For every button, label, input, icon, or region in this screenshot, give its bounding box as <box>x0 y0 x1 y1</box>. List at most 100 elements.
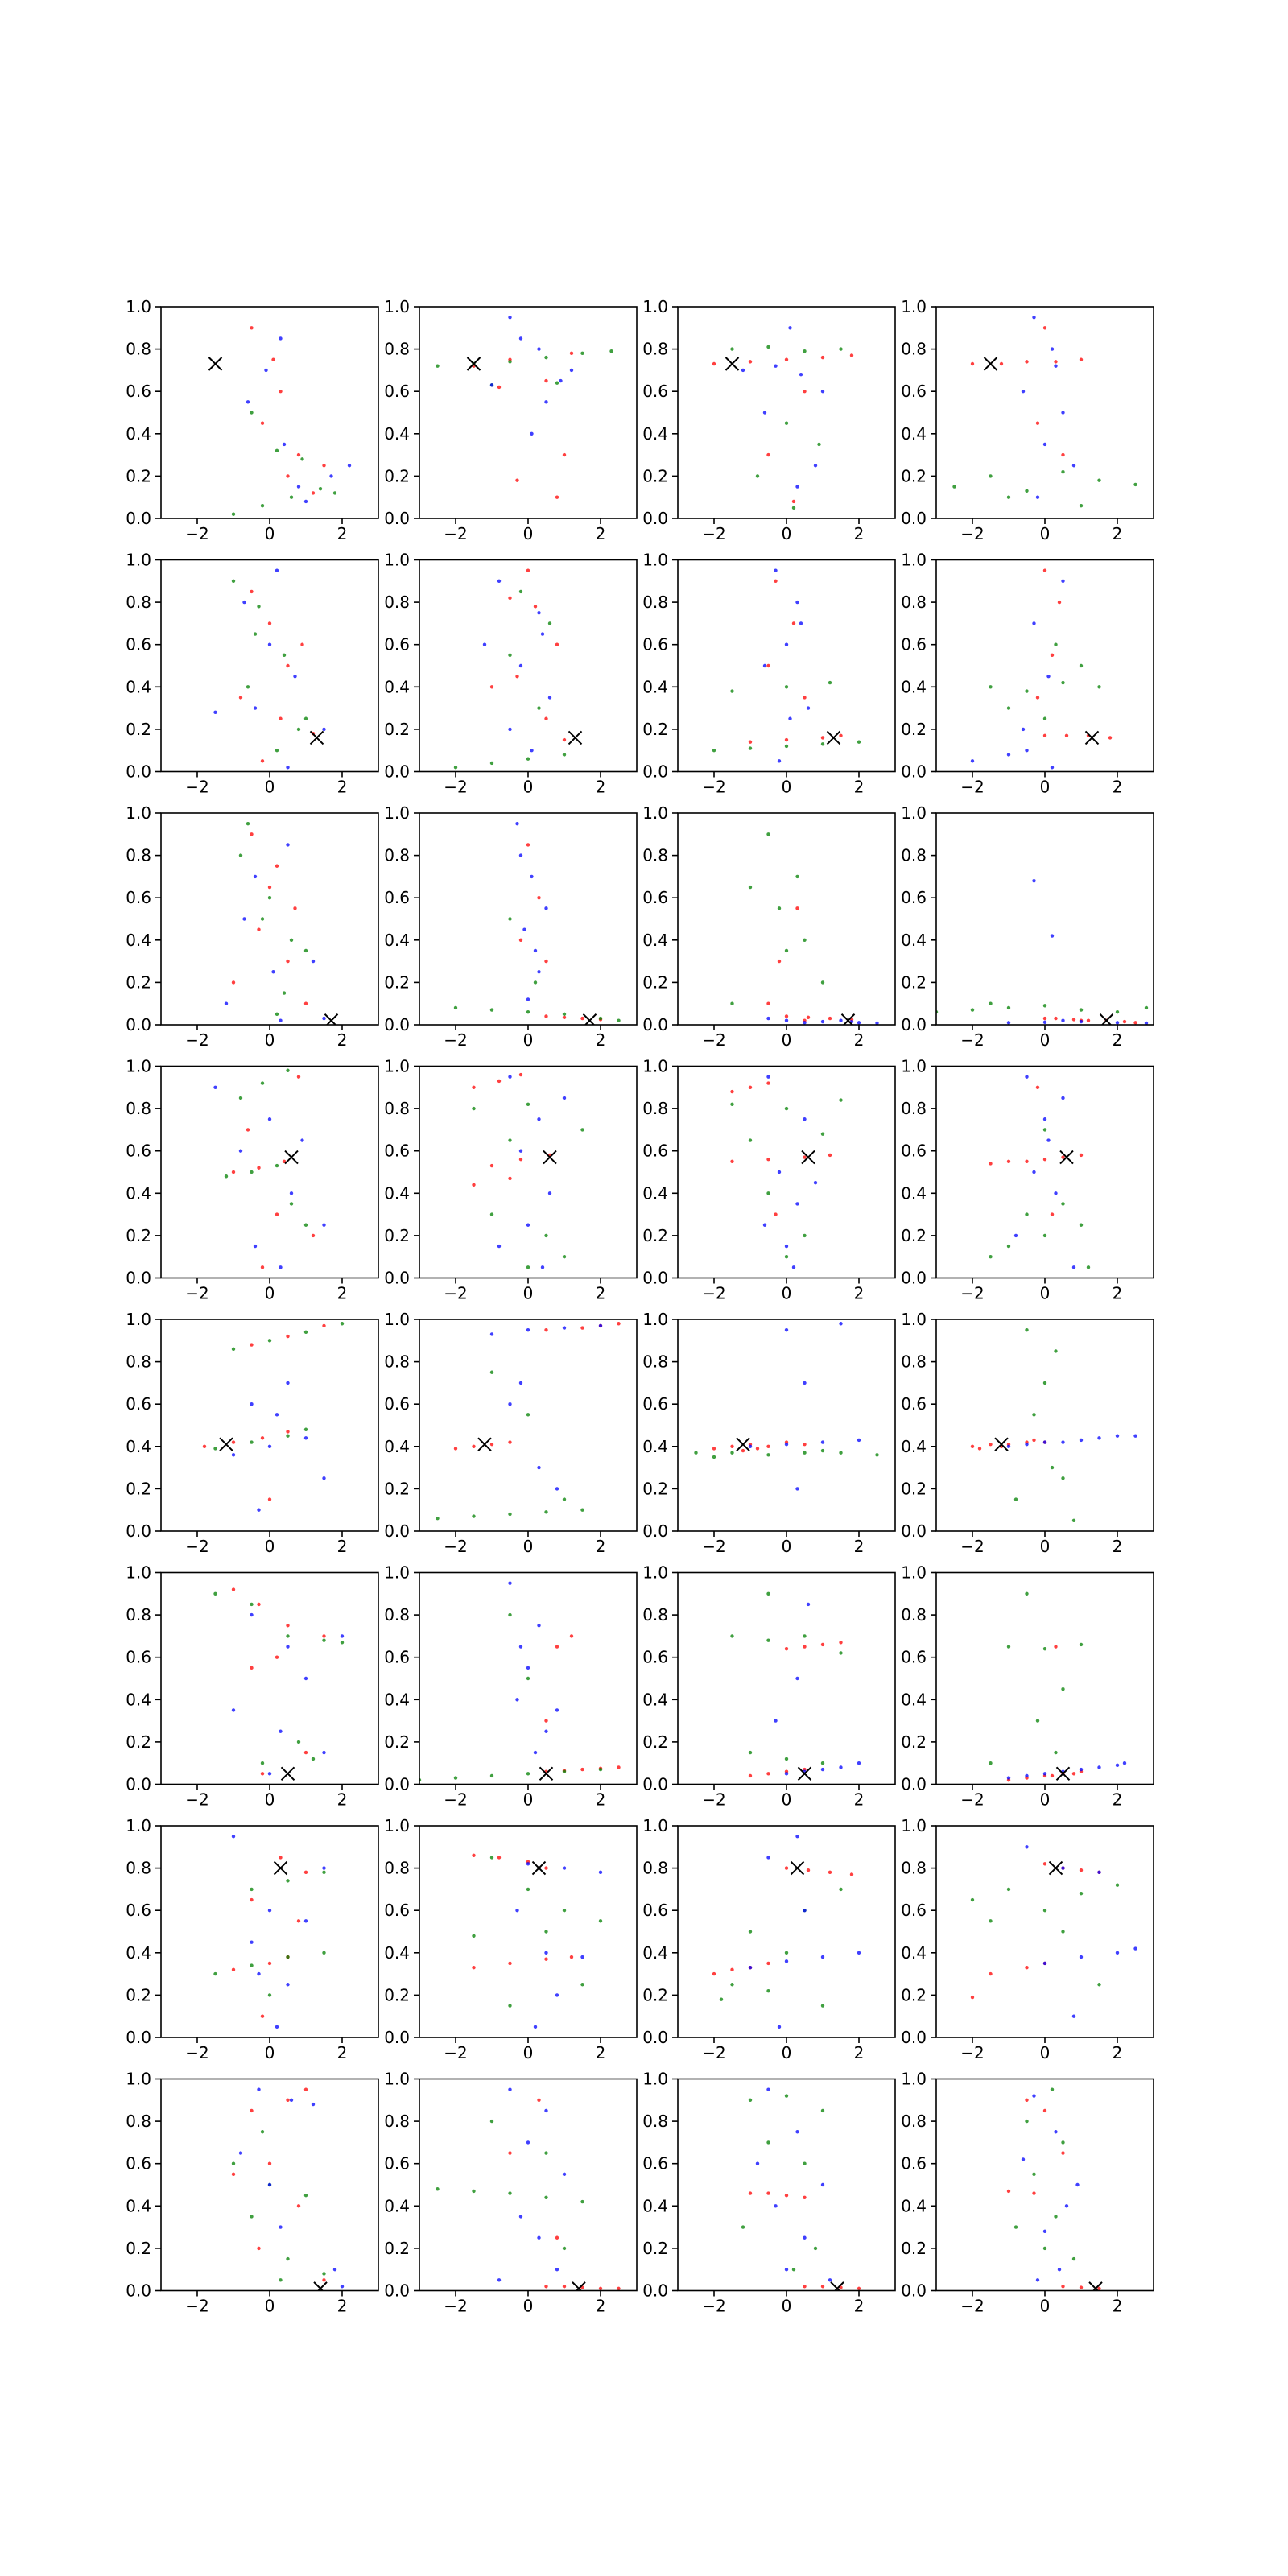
y-tick-label: 0.6 <box>126 635 151 654</box>
y-tick-label: 0.8 <box>384 846 410 865</box>
point <box>544 355 548 360</box>
point <box>828 1016 832 1021</box>
point <box>250 589 254 594</box>
point <box>774 364 778 368</box>
point <box>1061 2151 1065 2155</box>
point <box>617 1765 621 1769</box>
point <box>267 1339 272 1343</box>
y-tick-label: 0.6 <box>901 1648 927 1667</box>
point <box>803 2235 807 2240</box>
x-tick-label: 0 <box>523 1030 534 1050</box>
point <box>617 1322 621 1326</box>
point <box>497 385 502 390</box>
point <box>1071 1265 1076 1269</box>
point <box>544 1930 548 1934</box>
y-tick-label: 0.4 <box>126 1690 151 1709</box>
y-tick-label: 0.4 <box>901 1690 927 1709</box>
x-tick-label: 0 <box>265 2043 275 2062</box>
marker-x <box>1088 2281 1103 2291</box>
point <box>472 1183 476 1187</box>
point <box>472 1085 476 1090</box>
point <box>1035 1719 1040 1723</box>
point <box>1042 1117 1047 1121</box>
point <box>1079 663 1084 668</box>
point <box>300 642 304 646</box>
axes-frame <box>419 559 638 773</box>
y-tick-label: 0.0 <box>901 1521 927 1541</box>
point <box>748 1085 753 1090</box>
x-tick-label: −2 <box>960 778 984 797</box>
point <box>332 491 337 495</box>
point <box>472 2189 476 2194</box>
point <box>1050 766 1055 770</box>
point <box>453 1005 458 1010</box>
point <box>989 1442 993 1447</box>
x-tick-label: −2 <box>444 1537 467 1556</box>
y-tick-label: 0.0 <box>126 509 151 528</box>
point <box>970 1444 975 1449</box>
point <box>303 1676 308 1681</box>
point <box>526 1102 530 1107</box>
point <box>784 1442 789 1447</box>
x-tick-label: 0 <box>1040 1790 1051 1810</box>
y-tick-label: 0.6 <box>642 1394 668 1414</box>
point <box>246 821 250 826</box>
point <box>508 2191 512 2195</box>
y-tick-label: 1.0 <box>126 1816 151 1835</box>
point <box>766 1081 770 1085</box>
point <box>250 411 254 415</box>
point <box>839 1887 843 1892</box>
y-tick-label: 0.0 <box>642 509 668 528</box>
point <box>1006 1021 1011 1025</box>
point <box>508 653 512 658</box>
y-tick-label: 1.0 <box>901 551 927 570</box>
point <box>1050 1465 1055 1470</box>
x-tick-label: 0 <box>523 2043 534 2062</box>
point <box>813 1180 818 1185</box>
y-tick-label: 0.6 <box>901 888 927 907</box>
subplot: −2 0 2 0.0 0.2 0.4 0.6 0.8 1.0 <box>901 2070 1154 2316</box>
x-tick-label: 0 <box>1040 2297 1051 2316</box>
points <box>453 821 621 1025</box>
x-tick-label: −2 <box>185 2043 208 2062</box>
x-tick-label: −2 <box>960 2043 984 2062</box>
point <box>569 351 574 356</box>
axes-frame <box>677 1571 896 1785</box>
point <box>839 1322 843 1326</box>
point <box>260 1081 265 1085</box>
point <box>231 1587 236 1591</box>
point <box>271 357 275 361</box>
point <box>730 1451 734 1455</box>
point <box>1061 1155 1065 1159</box>
y-tick-label: 0.8 <box>384 1605 410 1624</box>
point <box>598 2286 603 2291</box>
point <box>508 596 512 601</box>
y-tick-label: 0.8 <box>901 1859 927 1878</box>
point <box>267 1444 272 1449</box>
point <box>544 2108 548 2113</box>
x-tick-label: 2 <box>1113 1790 1123 1810</box>
point <box>322 464 326 468</box>
point <box>530 874 534 879</box>
point <box>238 1149 243 1153</box>
point <box>1079 1438 1084 1443</box>
y-tick-label: 0.6 <box>642 382 668 401</box>
point <box>1025 1773 1029 1778</box>
point <box>1071 1018 1076 1022</box>
y-tick-label: 0.6 <box>642 1141 668 1161</box>
point <box>970 1008 975 1012</box>
x-tick-label: 0 <box>265 778 275 797</box>
point <box>544 2195 548 2199</box>
point <box>472 1966 476 1970</box>
point <box>1042 1158 1047 1162</box>
point <box>820 1132 825 1136</box>
point <box>784 1255 789 1259</box>
x-tick-label: 0 <box>523 778 534 797</box>
point <box>497 1856 502 1860</box>
point <box>533 1750 538 1755</box>
x-tick-label: −2 <box>444 778 467 797</box>
x-tick-label: −2 <box>444 1030 467 1050</box>
point <box>231 579 236 583</box>
y-tick-label: 0.2 <box>642 1479 668 1498</box>
point <box>1042 1440 1047 1444</box>
